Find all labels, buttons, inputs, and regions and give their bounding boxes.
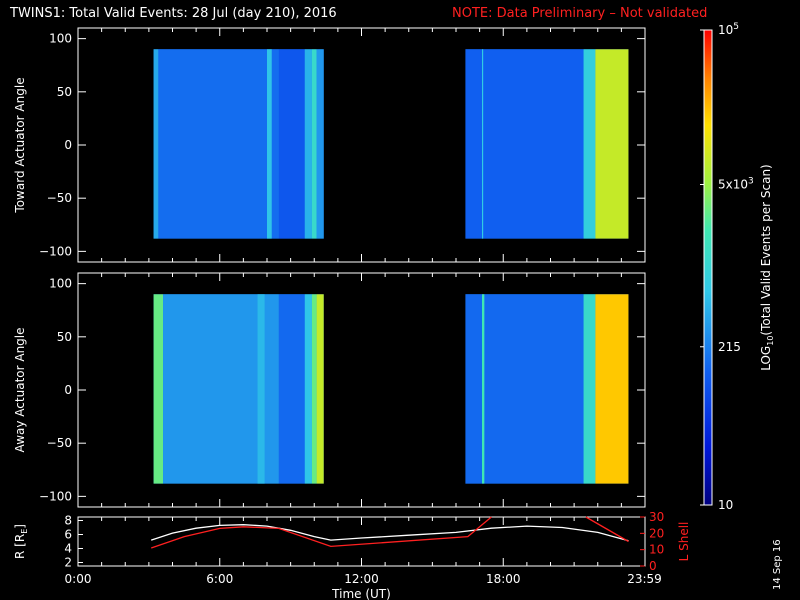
colorbar-tick-base: 5x10 [718, 177, 748, 191]
y-tick-label: 50 [57, 330, 72, 344]
heatmap-band [465, 294, 584, 484]
toward-panel: 100 50 0 −50 −100 Toward Actuator Angle [13, 27, 646, 263]
heatmap-band [595, 294, 629, 484]
y2-tick-label: 30 [649, 510, 664, 524]
heatmap-band [153, 294, 164, 484]
lshell-series-line [150, 516, 492, 549]
chart-title: TWINS1: Total Valid Events: 28 Jul (day … [10, 6, 337, 21]
heatmap-band [481, 294, 485, 484]
colorbar-tick-label: 105 [718, 22, 739, 37]
colorbar-tick-label: 5x103 [718, 176, 754, 191]
colorbar-tick-base: 10 [718, 498, 733, 512]
x-axis-label: Time (UT) [331, 587, 391, 600]
heatmap-band [316, 49, 324, 239]
heatmap-band [257, 294, 265, 484]
y2-tick-label: 20 [649, 526, 664, 540]
y-axis-label-close: ] [13, 524, 27, 529]
y-tick-label: 0 [64, 138, 72, 152]
x-tick-label: 23:59 [627, 572, 662, 586]
heatmap-band [311, 49, 317, 239]
y2-tick-label: 0 [649, 559, 657, 573]
heatmap-band [158, 49, 279, 239]
colorbar-label-prefix: LOG [759, 346, 773, 371]
colorbar-tick-base: 10 [718, 23, 733, 37]
colorbar-fill [704, 30, 712, 505]
y-tick-label: 100 [49, 277, 72, 291]
y-axis-label: R [RE] [13, 524, 29, 559]
heatmap-band [481, 49, 484, 239]
colorbar-label-suffix: (Total Valid Events per Scan) [759, 164, 773, 335]
r-series-line [150, 524, 629, 542]
y-axis-label: Away Actuator Angle [13, 327, 27, 452]
y-tick-label: 50 [57, 85, 72, 99]
colorbar-label-sub: 10 [766, 336, 775, 346]
y-tick-label: −100 [39, 244, 72, 258]
preliminary-note: NOTE: Data Preliminary – Not validated [452, 6, 708, 21]
heatmap-band [278, 294, 305, 484]
colorbar-tick-exp: 5 [733, 22, 739, 32]
y-tick-label: −50 [47, 436, 72, 450]
y-tick-label: 4 [64, 542, 72, 556]
y2-tick-label: 10 [649, 543, 664, 557]
y-axis-label-text: R [R [13, 534, 27, 559]
heatmap-band [311, 294, 317, 484]
y-tick-label: 0 [64, 383, 72, 397]
colorbar-tick-label: 215 [718, 340, 741, 354]
x-tick-label: 6:00 [206, 572, 233, 586]
colorbar-tick-label: 10 [718, 498, 733, 512]
y-tick-label: −50 [47, 191, 72, 205]
y-tick-label: 2 [64, 556, 72, 570]
lshell-series-line [585, 516, 629, 543]
y2-axis-label: L Shell [677, 522, 691, 562]
y-tick-label: 8 [64, 514, 72, 528]
colorbar-tick-base: 215 [718, 340, 741, 354]
x-tick-label: 18:00 [486, 572, 521, 586]
y-axis-label: Toward Actuator Angle [13, 77, 27, 213]
y-tick-label: 100 [49, 32, 72, 46]
x-tick-label: 0:00 [65, 572, 92, 586]
heatmap-band [278, 49, 305, 239]
heatmap-band [304, 294, 312, 484]
heatmap-band [583, 49, 596, 239]
date-stamp: 14 Sep 16 [772, 539, 783, 590]
colorbar-tick-exp: 3 [748, 176, 754, 186]
away-panel: 100 50 0 −50 −100 Away Actuator Angle [13, 272, 646, 508]
y-tick-label: 6 [64, 528, 72, 542]
heatmap-band [153, 49, 159, 239]
heatmap-band [304, 49, 312, 239]
y-axis-label-sub: E [20, 529, 29, 534]
colorbar-frame [703, 29, 713, 506]
heatmap-band [583, 294, 596, 484]
x-tick-label: 12:00 [344, 572, 379, 586]
y-tick-label: −100 [39, 489, 72, 503]
heatmap-band [465, 49, 584, 239]
heatmap-band [595, 49, 629, 239]
colorbar-label: LOG10(Total Valid Events per Scan) [759, 164, 775, 371]
heatmap-band [267, 49, 272, 239]
heatmap-band [316, 294, 324, 484]
